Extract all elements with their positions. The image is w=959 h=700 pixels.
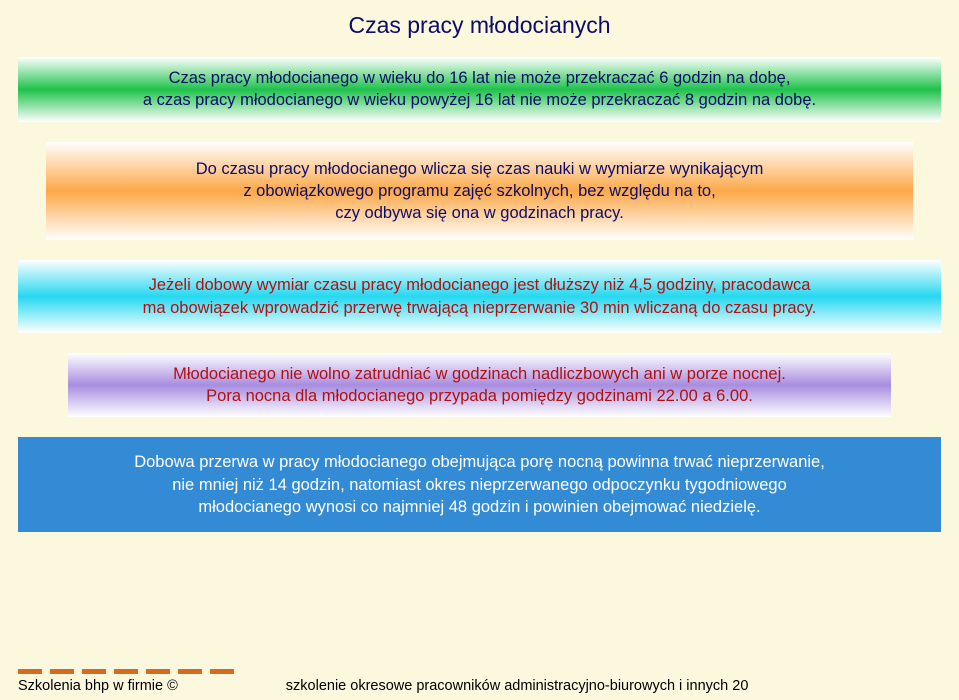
info-box-2-text: Do czasu pracy młodocianego wlicza się c…	[196, 160, 764, 223]
info-box-1-text: Czas pracy młodocianego w wieku do 16 la…	[143, 69, 816, 109]
footer-left: Szkolenia bhp w firmie ©	[18, 678, 178, 694]
footer-text: Szkolenia bhp w firmie © szkolenie okres…	[18, 678, 941, 694]
dash-icon	[82, 669, 106, 674]
dash-icon	[146, 669, 170, 674]
footer-right: szkolenie okresowe pracowników administr…	[286, 678, 749, 694]
footer: Szkolenia bhp w firmie © szkolenie okres…	[18, 669, 941, 694]
dash-icon	[210, 669, 234, 674]
page-title: Czas pracy młodocianych	[18, 12, 941, 39]
info-box-3-text: Jeżeli dobowy wymiar czasu pracy młodoci…	[143, 276, 817, 316]
info-box-3: Jeżeli dobowy wymiar czasu pracy młodoci…	[18, 260, 941, 333]
info-box-5-text: Dobowa przerwa w pracy młodocianego obej…	[134, 453, 825, 516]
info-box-2: Do czasu pracy młodocianego wlicza się c…	[46, 142, 913, 241]
info-box-5: Dobowa przerwa w pracy młodocianego obej…	[18, 437, 941, 532]
info-box-1: Czas pracy młodocianego w wieku do 16 la…	[18, 57, 941, 122]
dash-icon	[178, 669, 202, 674]
info-box-4: Młodocianego nie wolno zatrudniać w godz…	[68, 353, 891, 418]
info-box-4-text: Młodocianego nie wolno zatrudniać w godz…	[173, 365, 786, 405]
dash-icon	[114, 669, 138, 674]
dash-icon	[18, 669, 42, 674]
footer-dashes	[18, 669, 941, 674]
dash-icon	[50, 669, 74, 674]
slide-page: Czas pracy młodocianych Czas pracy młodo…	[0, 0, 959, 700]
